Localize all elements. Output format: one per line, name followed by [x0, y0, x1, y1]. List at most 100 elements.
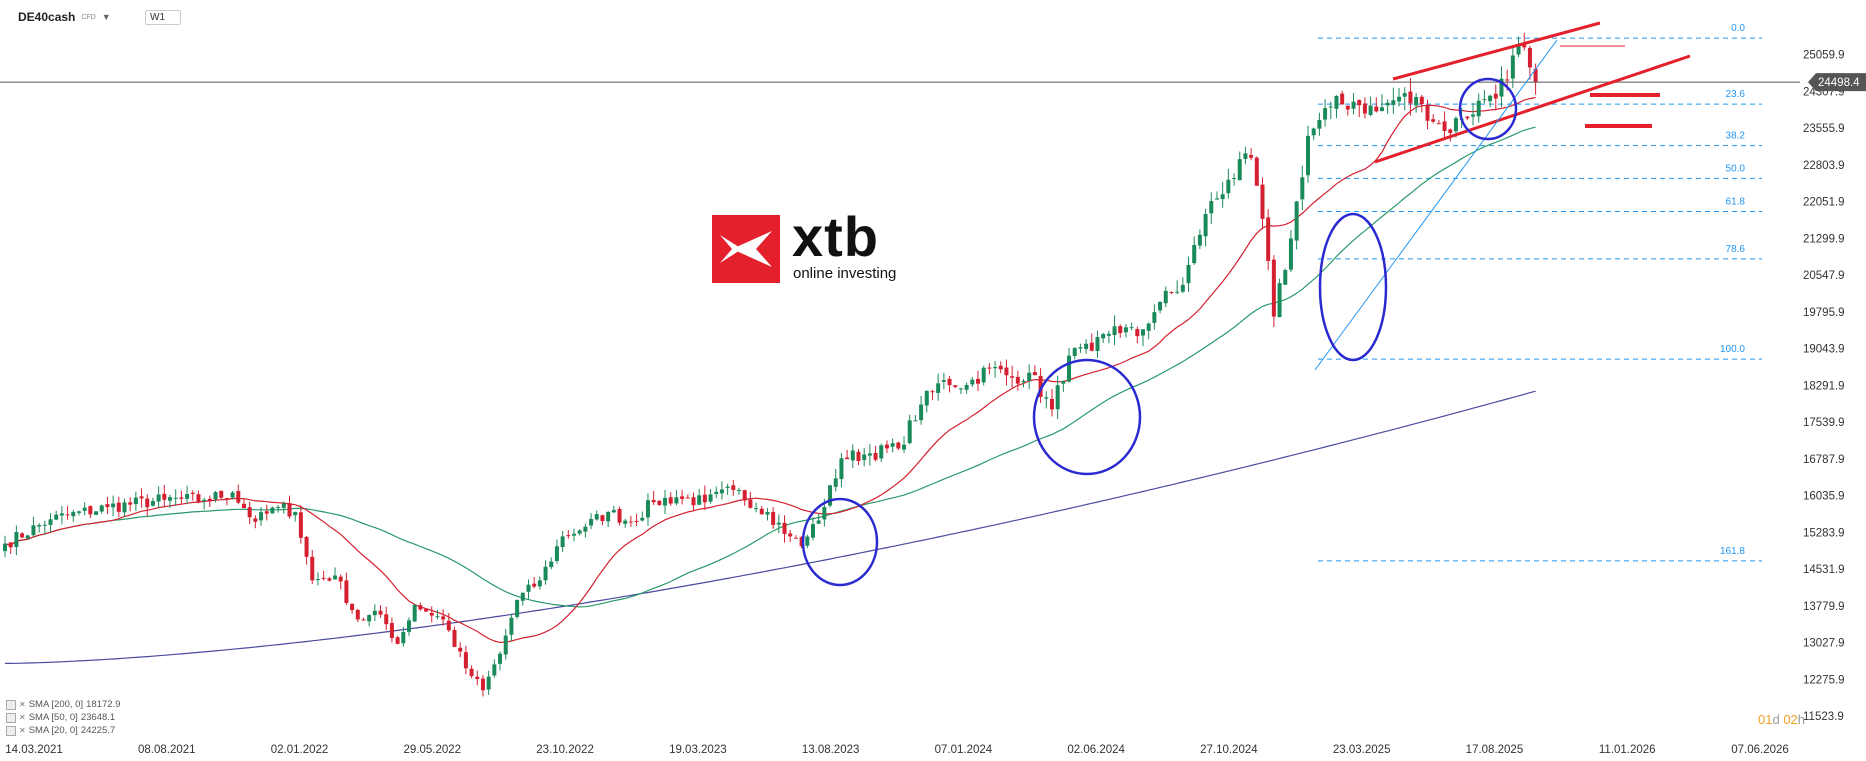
candle-body[interactable]	[179, 497, 184, 499]
candle-body[interactable]	[1334, 95, 1339, 109]
candle-body[interactable]	[1362, 103, 1367, 114]
candle-body[interactable]	[884, 444, 889, 449]
candle-body[interactable]	[361, 619, 366, 621]
candle-body[interactable]	[1032, 372, 1037, 376]
candle-body[interactable]	[1317, 119, 1322, 129]
candle-body[interactable]	[1021, 380, 1026, 383]
candle-body[interactable]	[1055, 385, 1060, 410]
candle-body[interactable]	[503, 635, 508, 655]
close-icon[interactable]: ✕	[19, 700, 26, 709]
candle-body[interactable]	[1106, 333, 1111, 336]
candle-body[interactable]	[224, 498, 229, 500]
candle-body[interactable]	[645, 500, 650, 518]
candle-body[interactable]	[338, 576, 343, 582]
candle-body[interactable]	[771, 511, 776, 525]
candle-body[interactable]	[424, 609, 429, 612]
candle-body[interactable]	[702, 494, 707, 503]
candle-body[interactable]	[202, 499, 207, 502]
candle-body[interactable]	[634, 520, 639, 522]
candle-body[interactable]	[748, 499, 753, 508]
candle-body[interactable]	[600, 515, 605, 521]
candle-body[interactable]	[1294, 201, 1299, 241]
candle-body[interactable]	[1232, 178, 1237, 180]
candle-body[interactable]	[230, 492, 235, 498]
candle-body[interactable]	[304, 536, 309, 557]
candle-body[interactable]	[936, 383, 941, 393]
candle-body[interactable]	[1260, 184, 1265, 219]
candle-body[interactable]	[975, 378, 980, 384]
candle-body[interactable]	[1123, 327, 1128, 333]
candle-body[interactable]	[1516, 45, 1521, 55]
candle-body[interactable]	[737, 489, 742, 491]
candle-body[interactable]	[1345, 105, 1350, 110]
candle-body[interactable]	[1493, 93, 1498, 99]
candle-body[interactable]	[253, 518, 258, 522]
candle-body[interactable]	[264, 511, 269, 514]
candle-body[interactable]	[623, 520, 628, 524]
candle-body[interactable]	[1397, 96, 1402, 102]
candle-body[interactable]	[549, 561, 554, 568]
candle-body[interactable]	[765, 511, 770, 515]
candle-body[interactable]	[537, 580, 542, 587]
candle-body[interactable]	[970, 379, 975, 385]
candle-body[interactable]	[1129, 327, 1134, 329]
candle-body[interactable]	[1243, 153, 1248, 160]
candle-body[interactable]	[862, 454, 867, 461]
candle-body[interactable]	[3, 543, 7, 552]
candle-body[interactable]	[1209, 201, 1214, 214]
candle-body[interactable]	[406, 620, 411, 632]
candle-body[interactable]	[1112, 326, 1117, 336]
candle-body[interactable]	[122, 502, 127, 513]
candle-body[interactable]	[1374, 106, 1379, 112]
symbol-selector[interactable]: DE40cash CFD ▼	[18, 10, 111, 24]
candle-body[interactable]	[429, 612, 434, 616]
candle-body[interactable]	[498, 653, 503, 664]
candle-body[interactable]	[691, 497, 696, 506]
candle-body[interactable]	[1277, 283, 1282, 318]
candle-body[interactable]	[1095, 337, 1100, 351]
candle-body[interactable]	[1004, 367, 1009, 376]
candle-body[interactable]	[1431, 119, 1436, 122]
candle-body[interactable]	[668, 497, 673, 504]
candle-body[interactable]	[418, 605, 423, 610]
candle-body[interactable]	[856, 451, 861, 461]
candle-body[interactable]	[1146, 323, 1151, 331]
candle-body[interactable]	[241, 503, 246, 509]
candle-body[interactable]	[133, 497, 138, 505]
candle-body[interactable]	[1482, 99, 1487, 101]
close-icon[interactable]: ✕	[19, 713, 26, 722]
candle-body[interactable]	[156, 494, 161, 502]
candle-body[interactable]	[810, 524, 815, 538]
candle-body[interactable]	[793, 537, 798, 539]
candle-body[interactable]	[833, 478, 838, 487]
candle-body[interactable]	[1158, 301, 1163, 311]
candle-body[interactable]	[480, 678, 485, 691]
candle-body[interactable]	[247, 507, 252, 518]
candle-body[interactable]	[378, 610, 383, 615]
candle-body[interactable]	[993, 367, 998, 369]
candle-body[interactable]	[1283, 269, 1288, 285]
candle-body[interactable]	[708, 494, 713, 502]
candle-body[interactable]	[1453, 118, 1458, 132]
candle-body[interactable]	[1391, 100, 1396, 105]
candle-body[interactable]	[611, 510, 616, 513]
candle-body[interactable]	[310, 556, 315, 581]
candle-body[interactable]	[321, 577, 326, 579]
candle-body[interactable]	[1089, 342, 1094, 351]
candle-body[interactable]	[350, 603, 355, 611]
candle-body[interactable]	[395, 637, 400, 644]
candle-body[interactable]	[1271, 259, 1276, 317]
candle-body[interactable]	[816, 520, 821, 524]
candle-body[interactable]	[947, 378, 952, 386]
candle-body[interactable]	[560, 536, 565, 547]
candle-body[interactable]	[65, 514, 70, 516]
candle-body[interactable]	[463, 652, 468, 669]
candle-body[interactable]	[924, 390, 929, 406]
candle-body[interactable]	[42, 524, 47, 526]
candle-body[interactable]	[48, 519, 53, 525]
candle-body[interactable]	[441, 616, 446, 620]
candle-body[interactable]	[1049, 398, 1054, 410]
candle-body[interactable]	[589, 518, 594, 526]
candle-body[interactable]	[1141, 329, 1145, 336]
